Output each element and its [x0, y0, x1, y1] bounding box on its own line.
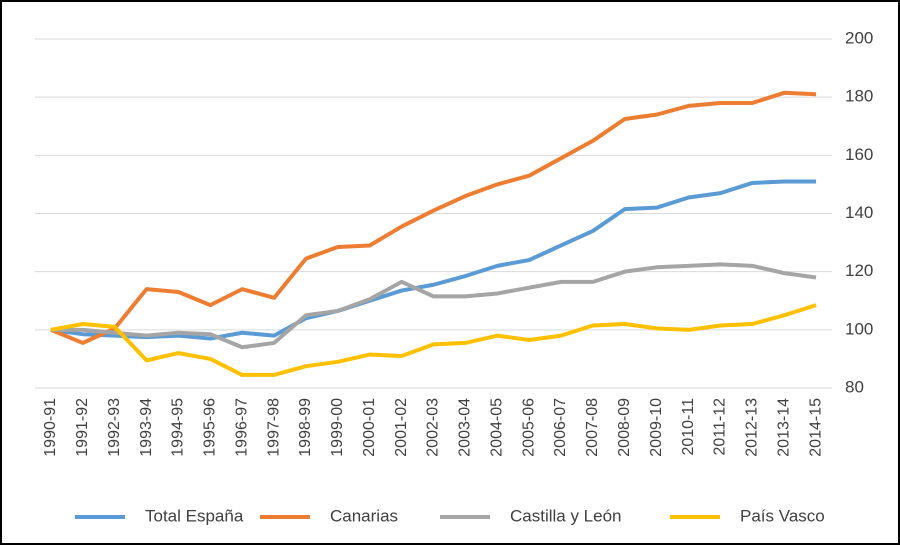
line-series [50, 90, 817, 345]
x-tick-label: 2013-14 [775, 398, 792, 457]
x-tick-label: 2003-04 [457, 398, 474, 457]
x-tick-label: 2002-03 [425, 398, 442, 457]
y-tick-label: 180 [845, 87, 873, 106]
x-tick-label: 2011-12 [712, 398, 729, 456]
legend-label: Castilla y León [510, 506, 622, 525]
x-tick-label: 2001-02 [393, 398, 410, 457]
x-tick-label: 2014-15 [807, 398, 824, 457]
y-tick-label: 160 [845, 145, 873, 164]
x-tick-label: 2006-07 [552, 398, 569, 457]
x-tick-label: 2010-11 [680, 398, 697, 456]
x-tick-label: 1997-98 [265, 398, 282, 457]
y-tick-label: 140 [845, 203, 873, 222]
x-tick-label: 2007-08 [584, 398, 601, 457]
x-tick-label: 2000-01 [361, 398, 378, 457]
x-tick-label: 1991-92 [74, 398, 91, 457]
y-tick-label: 120 [845, 261, 873, 280]
legend-label: País Vasco [740, 506, 825, 525]
line-series [50, 262, 817, 350]
x-tick-label: 1998-99 [297, 398, 314, 457]
x-tick-label: 1996-97 [233, 398, 250, 457]
x-tick-label: 2009-10 [648, 398, 665, 457]
x-tick-label: 2005-06 [520, 398, 537, 457]
x-tick-label: 1995-96 [202, 398, 219, 457]
x-tick-label: 2012-13 [744, 398, 761, 457]
x-tick-label: 2004-05 [488, 398, 505, 457]
y-tick-label: 200 [845, 28, 873, 47]
legend-label: Canarias [330, 506, 398, 525]
line-series [50, 179, 817, 341]
x-tick-label: 1992-93 [106, 398, 123, 457]
legend-label: Total España [145, 506, 244, 525]
line-series [50, 303, 817, 377]
x-tick-label: 1993-94 [138, 398, 155, 457]
y-tick-label: 80 [845, 377, 864, 396]
y-tick-label: 100 [845, 319, 873, 338]
x-tick-label: 2008-09 [616, 398, 633, 457]
x-tick-label: 1990-91 [42, 398, 59, 457]
x-tick-label: 1999-00 [329, 398, 346, 457]
x-tick-label: 1994-95 [170, 398, 187, 457]
